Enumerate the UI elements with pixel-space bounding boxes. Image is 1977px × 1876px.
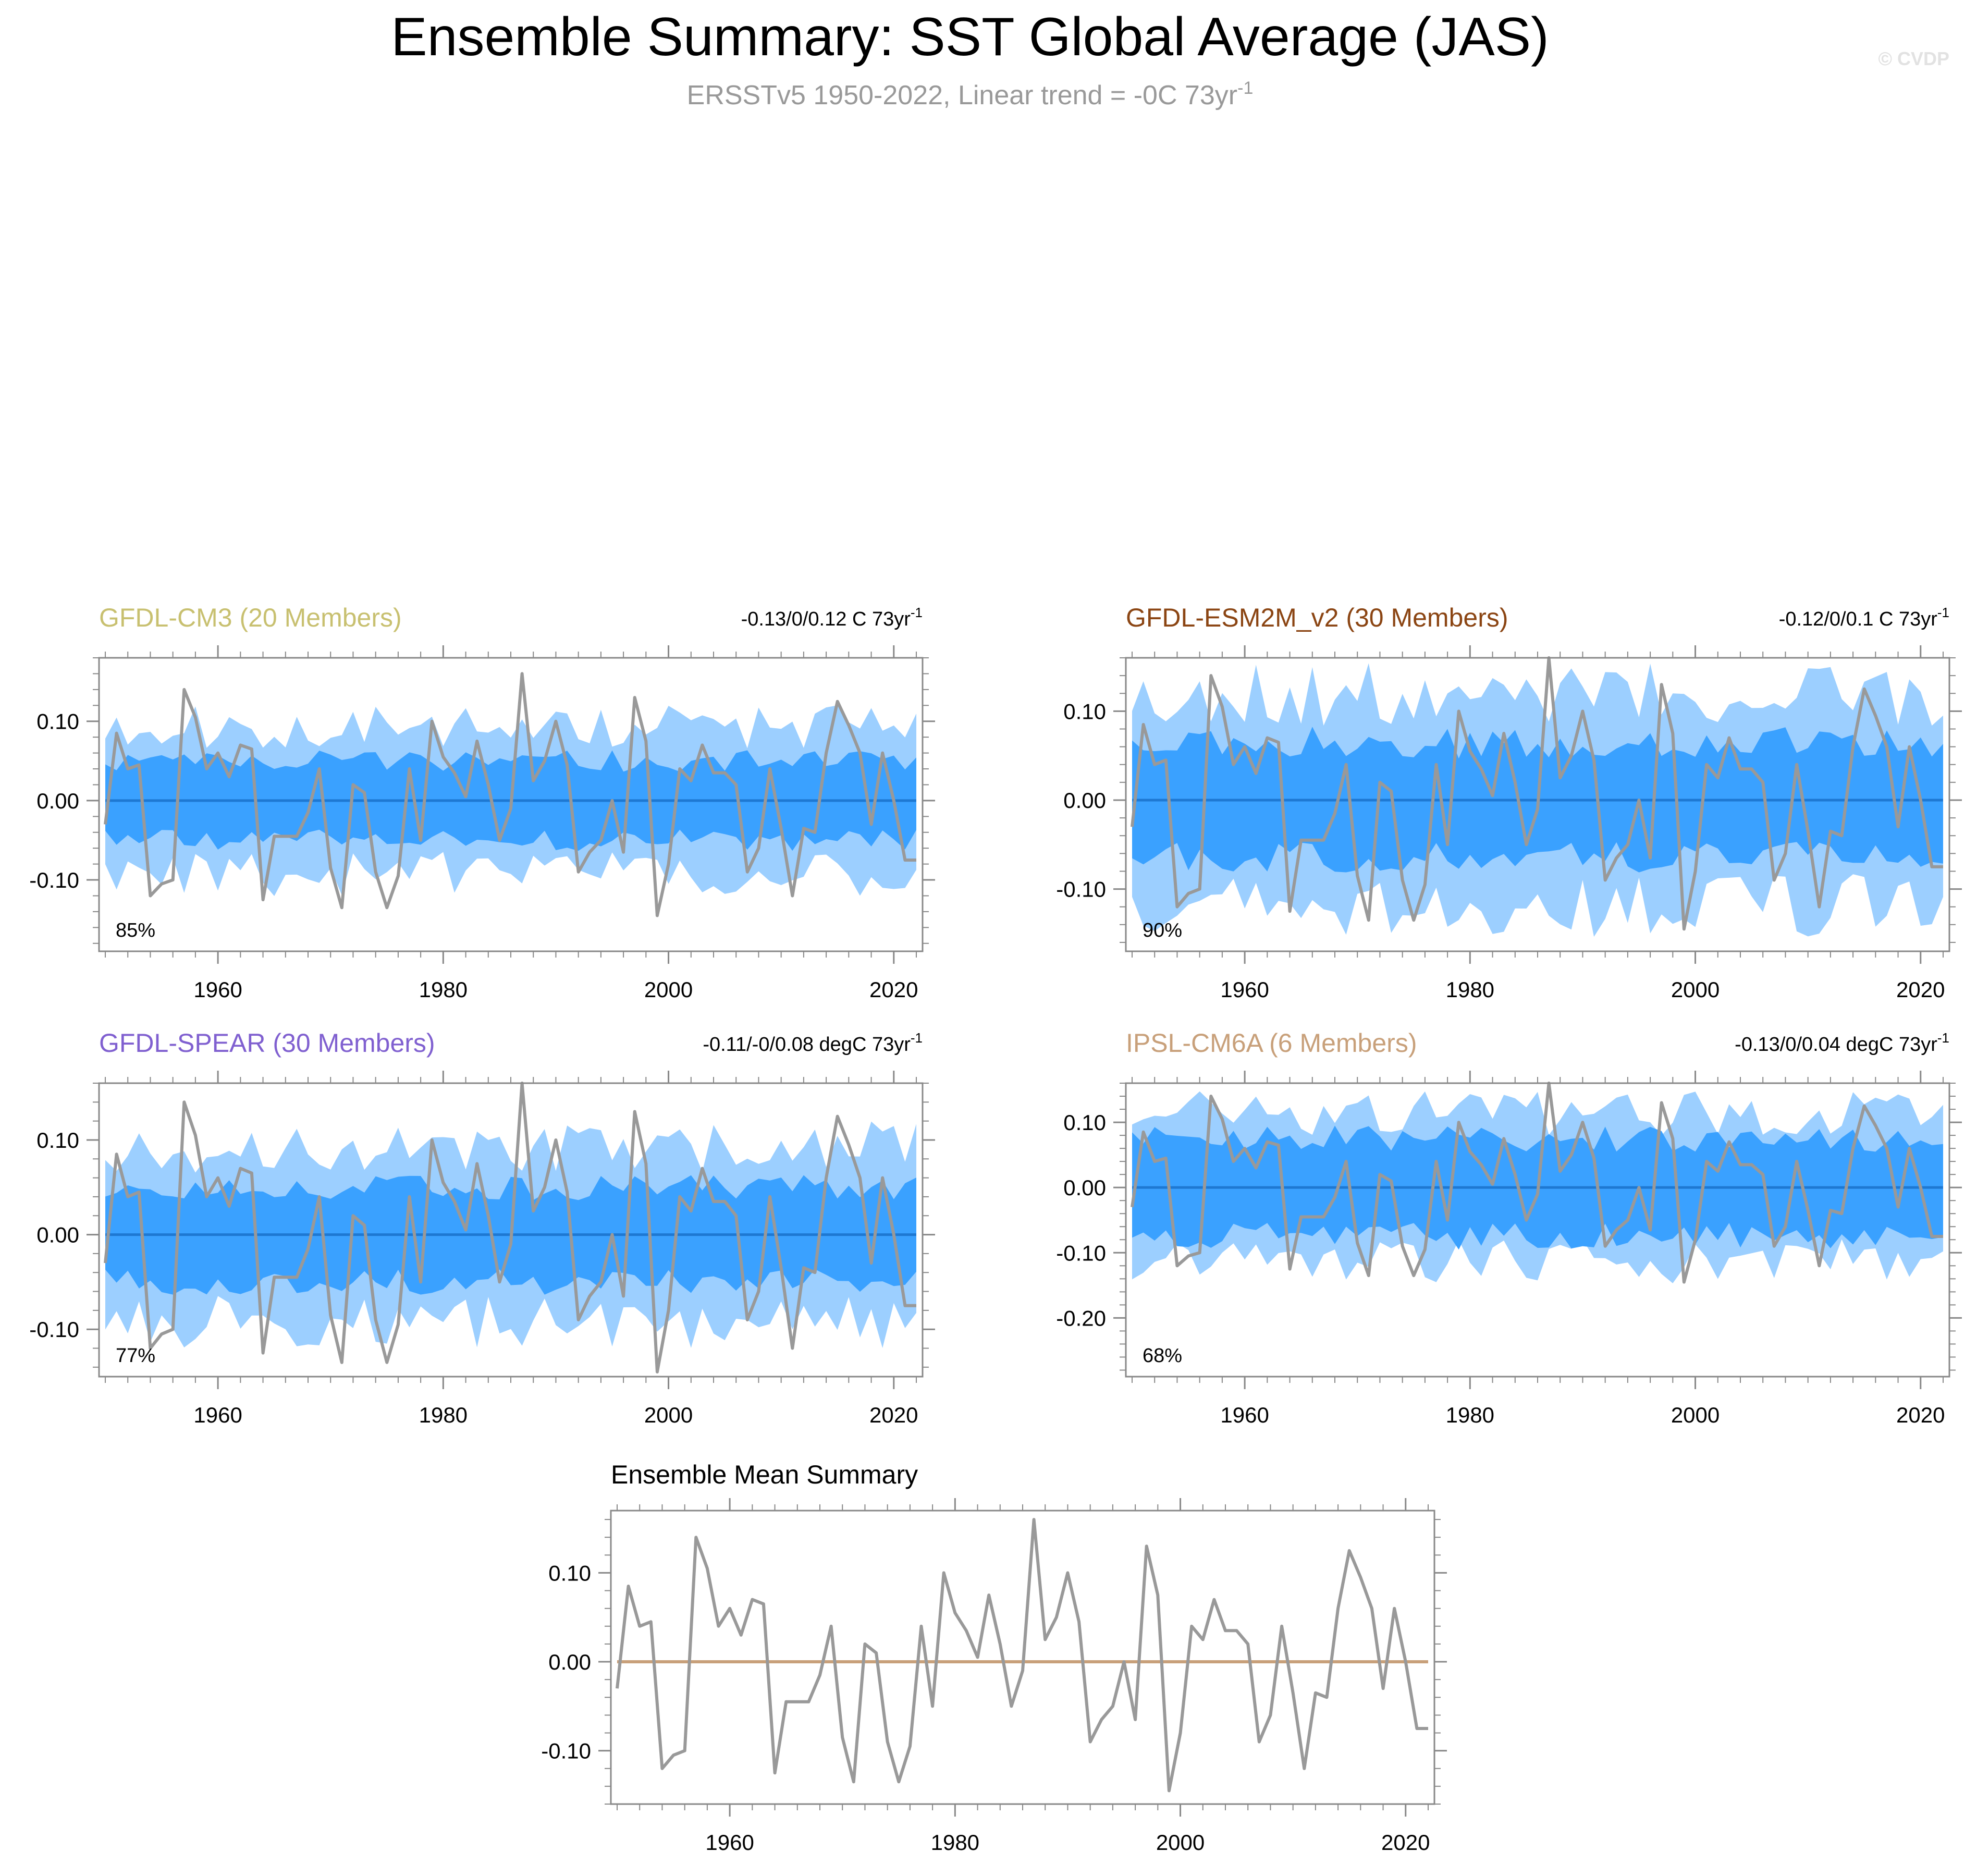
summary-xtick-label: 1980 <box>931 1830 979 1855</box>
gfdl-cm3-trend-text: -0.13/0/0.12 C 73yr <box>741 608 911 630</box>
gfdl-spear-xtick-label: 2020 <box>869 1403 918 1427</box>
gfdl-spear-trend-text: -0.11/-0/0.08 degC 73yr <box>703 1034 911 1056</box>
gfdl-esm2m-ytick-label: 0.10 <box>1063 699 1106 724</box>
ipsl-cm6a-ytick-label: -0.20 <box>1056 1306 1106 1330</box>
gfdl-cm3-percent-label: 85% <box>116 919 155 941</box>
summary-ytick-label: 0.00 <box>548 1650 591 1674</box>
gfdl-esm2m-xtick-label: 2000 <box>1671 977 1720 1002</box>
summary-ytick-label: 0.10 <box>548 1561 591 1585</box>
figure-subtitle-main: ERSSTv5 1950-2022, Linear trend = -0C 73… <box>687 80 1237 111</box>
gfdl-cm3-ytick-label: -0.10 <box>29 868 79 892</box>
gfdl-spear-xtick-label: 1980 <box>419 1403 468 1427</box>
gfdl-cm3-trend-sup: -1 <box>911 605 923 620</box>
panel-ensemble-mean-summary: 0.10 0.00 -0.10 1960 1980 2000 2020 Ensemble Me… <box>541 1460 1447 1855</box>
gfdl-cm3-xtick-label: 1980 <box>419 977 468 1002</box>
gfdl-esm2m-observations-line <box>1131 656 1943 931</box>
gfdl-spear-panel-title: GFDL-SPEAR (30 Members) <box>99 1028 435 1058</box>
gfdl-cm3-ytick-label: 0.00 <box>36 789 79 813</box>
gfdl-esm2m-trend-sup: -1 <box>1937 605 1949 620</box>
summary-title: Ensemble Mean Summary <box>611 1460 918 1489</box>
gfdl-spear-percent-label: 77% <box>116 1345 155 1367</box>
panel-ipsl-cm6a: 0.10 0.00 -0.10 -0.20 1960 1980 2000 2020 IPSL-C… <box>1056 1028 1962 1427</box>
ipsl-cm6a-percent-label: 68% <box>1143 1345 1182 1367</box>
gfdl-esm2m-trend-text: -0.12/0/0.1 C 73yr <box>1779 608 1938 630</box>
ipsl-cm6a-xtick-label: 2020 <box>1896 1403 1945 1427</box>
panel-gfdl-cm3: 0.10 0.00 -0.10 1960 1980 2000 2020 GFDL-CM3 (2… <box>29 603 935 1002</box>
ipsl-cm6a-ytick-label: -0.10 <box>1056 1241 1106 1265</box>
ipsl-cm6a-trend-text: -0.13/0/0.04 degC 73yr <box>1735 1034 1937 1056</box>
summary-layer: 0.10 0.00 -0.10 1960 1980 2000 2020 Ensemble Me… <box>541 1460 1447 1855</box>
gfdl-spear-observations-line <box>104 1082 916 1374</box>
gfdl-cm3-panel-title: GFDL-CM3 (20 Members) <box>99 603 402 632</box>
ipsl-cm6a-xtick-label: 1960 <box>1220 1403 1269 1427</box>
panel-gfdl-esm2m: 0.10 0.00 -0.10 1960 1980 2000 2020 GFDL-ESM2M_… <box>1056 603 1962 1002</box>
ipsl-cm6a-trend-sup: -1 <box>1937 1030 1949 1046</box>
gfdl-spear-ytick-label: -0.10 <box>29 1317 79 1342</box>
gfdl-esm2m-xtick-label: 1960 <box>1220 977 1269 1002</box>
gfdl-esm2m-ytick-label: -0.10 <box>1056 877 1106 902</box>
gfdl-spear-ytick-label: 0.10 <box>36 1128 79 1152</box>
gfdl-cm3-xtick-label: 2000 <box>644 977 693 1002</box>
summary-xtick-label: 2020 <box>1381 1830 1430 1855</box>
summary-xtick-label: 1960 <box>705 1830 754 1855</box>
summary-xtick-label: 2000 <box>1156 1830 1205 1855</box>
ipsl-cm6a-xtick-label: 1980 <box>1446 1403 1494 1427</box>
ipsl-cm6a-trend-label: -0.13/0/0.04 degC 73yr-1 <box>1735 1030 1949 1056</box>
gfdl-cm3-xtick-label: 1960 <box>193 977 242 1002</box>
cvdp-watermark: © CVDP <box>1878 48 1949 69</box>
gfdl-spear-xtick-label: 2000 <box>644 1403 693 1427</box>
ipsl-cm6a-observations-line <box>1131 1082 1943 1284</box>
gfdl-cm3-trend-label: -0.13/0/0.12 C 73yr-1 <box>741 605 923 630</box>
ipsl-cm6a-ytick-label: 0.10 <box>1063 1110 1106 1135</box>
figure-title: Ensemble Summary: SST Global Average (JA… <box>391 7 1549 67</box>
gfdl-esm2m-trend-label: -0.12/0/0.1 C 73yr-1 <box>1779 605 1949 630</box>
gfdl-esm2m-percent-label: 90% <box>1143 919 1182 941</box>
summary-ytick-label: -0.10 <box>541 1739 591 1763</box>
gfdl-esm2m-ytick-label: 0.00 <box>1063 788 1106 813</box>
gfdl-esm2m-xtick-label: 2020 <box>1896 977 1945 1002</box>
gfdl-spear-xtick-label: 1960 <box>193 1403 242 1427</box>
gfdl-cm3-observations-line <box>104 672 916 917</box>
figure-subtitle-sup: -1 <box>1237 78 1253 98</box>
gfdl-spear-ytick-label: 0.00 <box>36 1223 79 1247</box>
gfdl-spear-trend-sup: -1 <box>911 1030 923 1046</box>
gfdl-cm3-ytick-label: 0.10 <box>36 709 79 734</box>
ipsl-cm6a-ytick-label: 0.00 <box>1063 1175 1106 1200</box>
summary-observations-line <box>616 1518 1428 1793</box>
gfdl-spear-trend-label: -0.11/-0/0.08 degC 73yr-1 <box>703 1030 923 1056</box>
figure-subtitle: ERSSTv5 1950-2022, Linear trend = -0C 73… <box>687 78 1254 111</box>
gfdl-cm3-xtick-label: 2020 <box>869 977 918 1002</box>
gfdl-esm2m-xtick-label: 1980 <box>1446 977 1494 1002</box>
panel-gfdl-spear: 0.10 0.00 -0.10 1960 1980 2000 2020 GFDL-SPEAR … <box>29 1028 935 1427</box>
panels-layer: 0.10 0.00 -0.10 1960 1980 2000 2020 GFDL-CM3 (2… <box>29 603 1962 1427</box>
gfdl-esm2m-panel-title: GFDL-ESM2M_v2 (30 Members) <box>1126 603 1508 632</box>
ipsl-cm6a-xtick-label: 2000 <box>1671 1403 1720 1427</box>
ipsl-cm6a-panel-title: IPSL-CM6A (6 Members) <box>1126 1028 1417 1058</box>
